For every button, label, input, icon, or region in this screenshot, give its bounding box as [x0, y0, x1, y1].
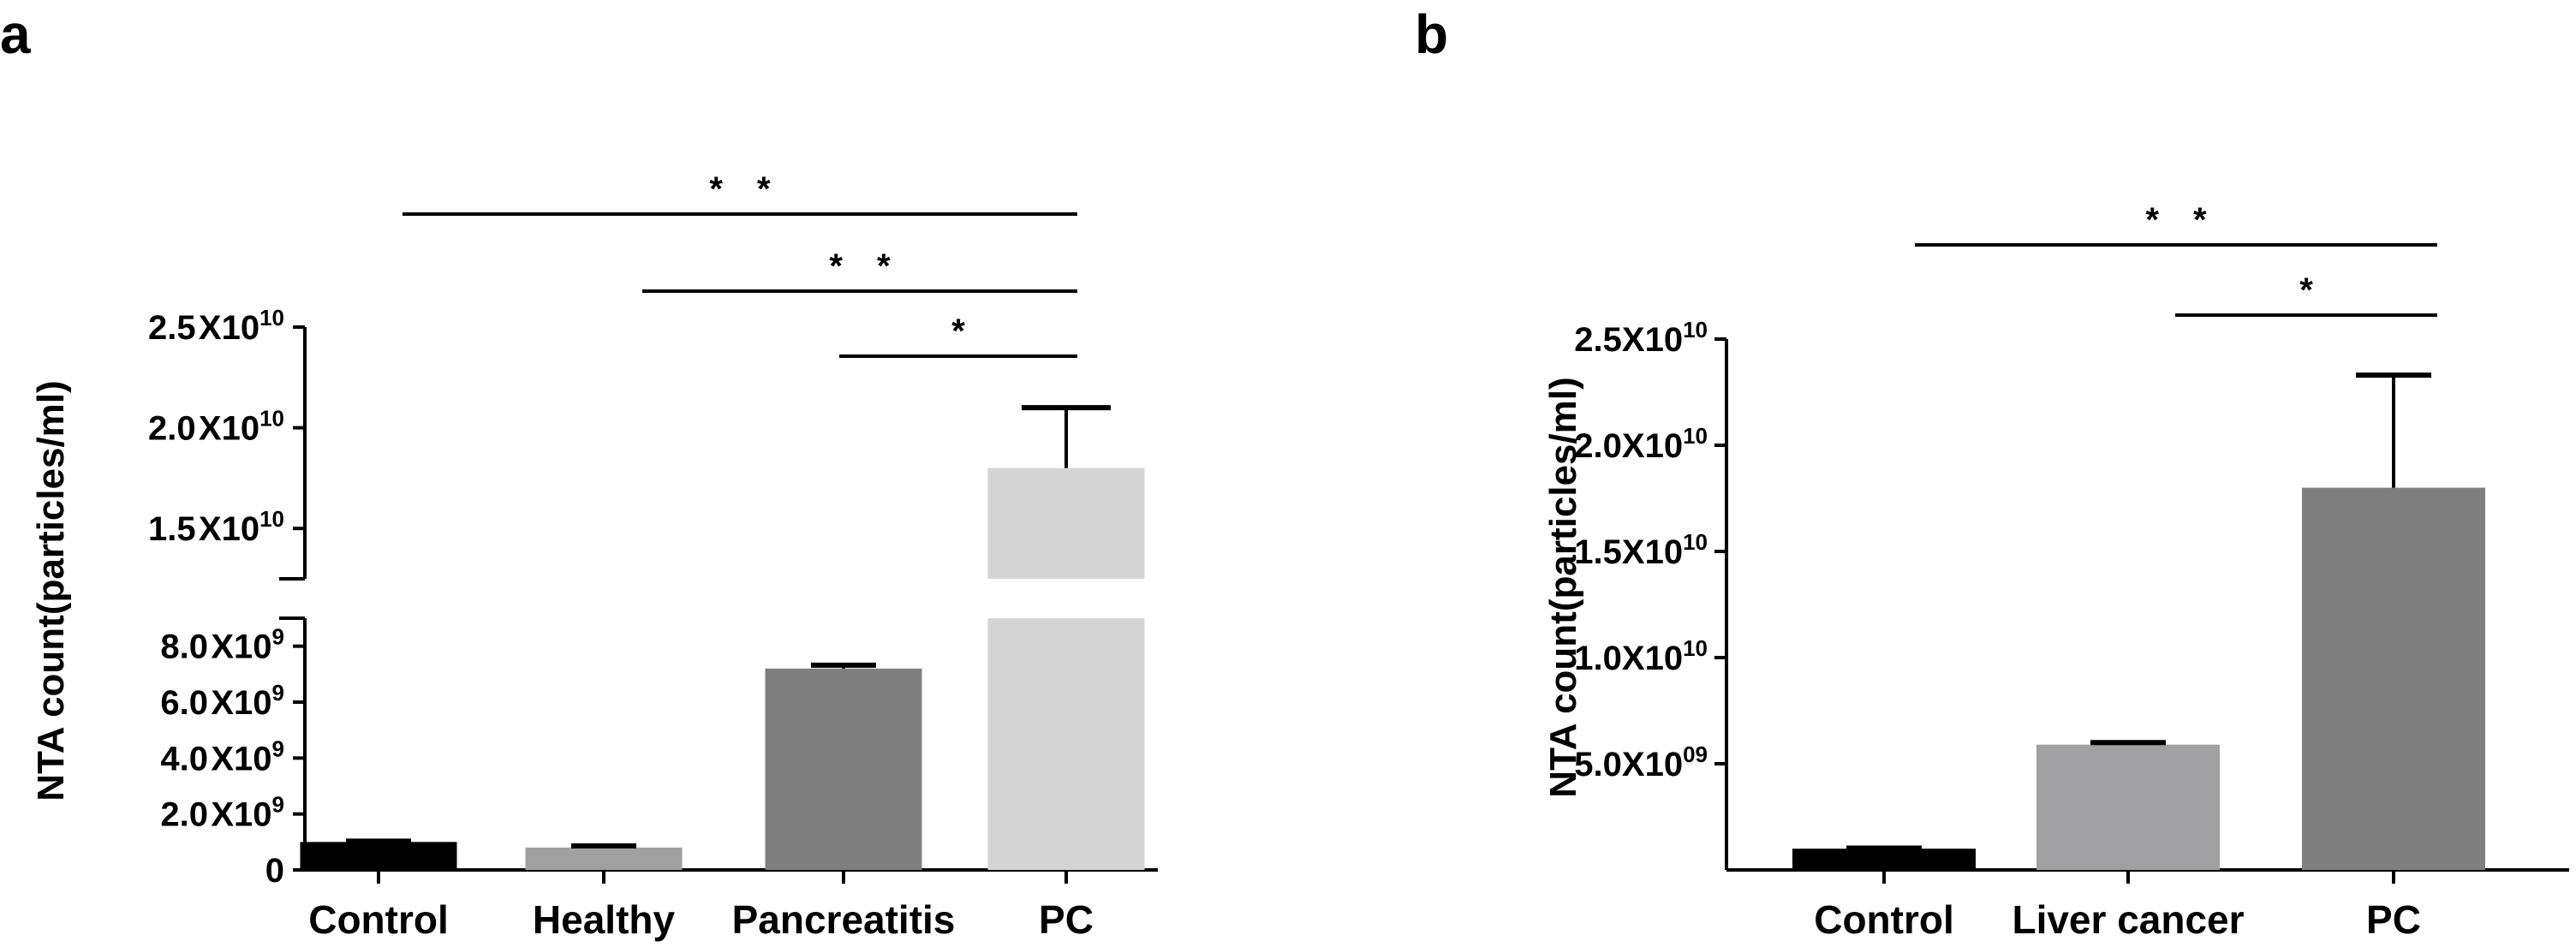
y-tick-label-lower-value: 8.0 X10 [160, 628, 271, 666]
bar-pc-lower [987, 618, 1145, 870]
significance-bracket-label: * * [829, 247, 891, 285]
y-tick-label: 2.0X1010 [1574, 423, 1708, 465]
y-tick-label-exponent: 10 [1683, 423, 1708, 449]
y-tick-label-exponent: 10 [1683, 635, 1708, 661]
y-tick-label-lower-exponent: 9 [272, 736, 284, 761]
significance-bracket-label: * * [709, 170, 771, 208]
y-tick-label-upper-exponent: 10 [259, 305, 284, 331]
y-tick-label-lower: 2.0 X109 [160, 792, 284, 834]
bar-control [300, 842, 457, 870]
y-tick-label-lower-exponent: 9 [272, 680, 284, 706]
y-tick-label-value: 1.0X10 [1574, 640, 1683, 677]
y-tick-label-lower-value: 0 [265, 852, 284, 890]
y-tick-label-value: 2.0X10 [1574, 427, 1683, 465]
bar-liver-cancer [2036, 744, 2220, 870]
y-axis-title: NTA count(particles/ml) [1542, 377, 1584, 797]
y-axis-title: NTA count(particles/ml) [30, 380, 72, 801]
y-tick-label-lower: 6.0 X109 [160, 680, 284, 722]
y-tick-label: 1.0X1010 [1574, 635, 1708, 677]
y-tick-label-upper: 2.0 X1010 [148, 406, 284, 448]
bar-control [1792, 849, 1976, 870]
y-tick-label-upper: 2.5 X1010 [148, 305, 284, 347]
y-tick-label: 5.0X1009 [1574, 742, 1708, 783]
y-tick-label-lower-exponent: 9 [272, 792, 284, 818]
x-tick-label: Healthy [533, 897, 676, 942]
y-tick-label-upper-value: 1.5 X10 [148, 510, 259, 548]
y-tick-label: 2.5X1010 [1574, 317, 1708, 359]
y-tick-label-exponent: 10 [1683, 317, 1708, 342]
panel-b-chart: 5.0X10091.0X10101.5X10102.0X10102.5X1010… [1542, 201, 2569, 942]
y-tick-label-upper: 1.5 X1010 [148, 506, 284, 548]
y-tick-label-lower: 4.0 X109 [160, 736, 284, 777]
y-tick-label-upper-exponent: 10 [259, 506, 284, 532]
y-tick-label-lower-value: 2.0 X10 [160, 796, 271, 834]
y-tick-label-lower-exponent: 9 [272, 624, 284, 650]
significance-bracket-label: * [2299, 271, 2313, 309]
y-tick-label-lower: 8.0 X109 [160, 624, 284, 666]
y-tick-label: 1.5X1010 [1574, 529, 1708, 571]
y-tick-label-upper-value: 2.5 X10 [148, 309, 259, 347]
x-tick-label: PC [1039, 897, 1094, 942]
significance-bracket-label: * [951, 313, 965, 350]
x-tick-label: PC [2366, 897, 2421, 942]
y-tick-label-value: 5.0X10 [1574, 746, 1683, 783]
x-tick-label: Liver cancer [2012, 897, 2244, 942]
significance-bracket-label: * * [2145, 201, 2207, 239]
y-tick-label-lower-value: 6.0 X10 [160, 684, 271, 722]
y-tick-label-lower-value: 4.0 X10 [160, 740, 271, 777]
y-tick-label-exponent: 10 [1683, 529, 1708, 555]
y-tick-label-value: 2.5X10 [1574, 321, 1683, 359]
panel-letter-b: b [1415, 3, 1448, 65]
y-tick-label-value: 1.5X10 [1574, 533, 1683, 571]
bar-pc-upper [987, 468, 1145, 579]
x-tick-label: Pancreatitis [732, 897, 956, 942]
x-tick-label: Control [308, 897, 449, 942]
bar-healthy [525, 847, 683, 870]
bar-pc [2302, 487, 2485, 870]
y-tick-label-lower: 0 [265, 852, 284, 890]
x-tick-label: Control [1814, 897, 1954, 942]
y-tick-label-upper-exponent: 10 [259, 406, 284, 432]
y-tick-label-exponent: 09 [1683, 742, 1708, 767]
y-tick-label-upper-value: 2.0 X10 [148, 410, 259, 448]
panel-letter-a: a [0, 3, 31, 65]
bar-pancreatitis [765, 668, 922, 870]
